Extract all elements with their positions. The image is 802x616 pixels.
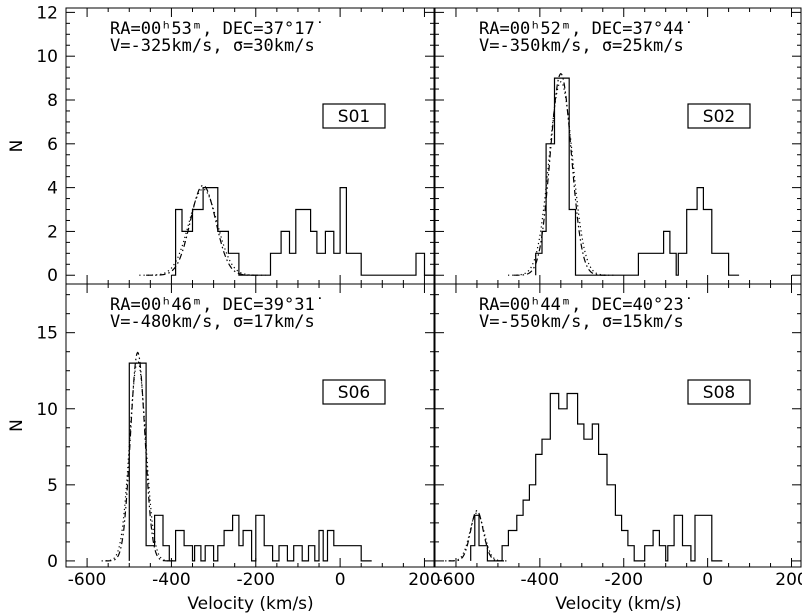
panel-s01-ytick-label: 8 — [47, 91, 58, 111]
panel-s06-xtick-label: 200 — [408, 570, 440, 590]
panel-s02-label-box — [687, 103, 751, 129]
panel-s02-label: S02 — [703, 107, 735, 127]
panel-s01-ylabel: N — [7, 140, 27, 153]
panel-s06-ytick-label: 5 — [47, 476, 58, 496]
panel-s08-annotation-line2: V=-550km/s, σ=15km/s — [479, 312, 684, 332]
panel-s08: RA=00ʰ44ᵐ, DEC=40°23˙ V=-550km/s, σ=15km… — [434, 283, 802, 614]
panel-s08-xtick-label: -200 — [604, 570, 643, 590]
panel-s01-ytick-label: 6 — [47, 135, 58, 155]
panel-s06-ytick-label: 10 — [36, 400, 58, 420]
panel-s06-xlabel: Velocity (km/s) — [187, 594, 313, 614]
panel-s01-annotation-line2: V=-325km/s, σ=30km/s — [110, 36, 315, 56]
panel-s02-fit-dotted — [508, 81, 614, 276]
panel-s01-label: S01 — [338, 107, 370, 127]
panel-s08-xtick-label: -600 — [437, 570, 476, 590]
panel-s06-annotation-line2: V=-480km/s, σ=17km/s — [110, 312, 315, 332]
panel-s08-xtick-label: 0 — [702, 570, 713, 590]
panel-s02: RA=00ʰ52ᵐ, DEC=37°44˙ V=-350km/s, σ=25km… — [434, 7, 802, 285]
panel-s06-xtick-label: -400 — [152, 570, 191, 590]
panel-s06-xtick-label: -600 — [68, 570, 107, 590]
panel-s08-fit-dashdot — [448, 510, 506, 562]
panel-s01-ytick-label: 4 — [47, 179, 58, 199]
panel-s08-xlabel: Velocity (km/s) — [555, 594, 681, 614]
panel-s01-ytick-label: 2 — [47, 222, 58, 242]
panel-s08-xtick-label: -400 — [521, 570, 560, 590]
panel-s01-histogram — [171, 187, 435, 276]
panel-s02-histogram — [535, 77, 740, 276]
panel-s01-ytick-label: 12 — [36, 3, 58, 23]
panel-s06-fit-dashdot — [105, 351, 170, 562]
panel-s08-histogram — [470, 392, 723, 562]
panel-s02-annotation-line2: V=-350km/s, σ=25km/s — [479, 36, 684, 56]
panel-s06-annotation-line1: RA=00ʰ46ᵐ, DEC=39°31˙ — [110, 295, 325, 315]
panel-s06-ytick-label: 0 — [47, 552, 58, 572]
panel-s01-fit-dashdot — [146, 184, 260, 276]
panel-s08-frame — [434, 283, 802, 568]
panel-s01-ytick-label: 0 — [47, 266, 58, 286]
panel-s01-fit-dotted — [139, 188, 266, 276]
panel-s06-ylabel: N — [7, 419, 27, 432]
panel-s06-xtick-label: -200 — [236, 570, 275, 590]
panel-s08-label-box — [687, 379, 751, 405]
panel-s06-histogram — [128, 362, 372, 562]
panel-s06-xtick-label: 0 — [335, 570, 346, 590]
panel-s02-fit-dashdot — [513, 72, 608, 276]
panel-s06-frame — [65, 283, 435, 568]
panel-s01: RA=00ʰ53ᵐ, DEC=37°17˙ V=-325km/s, σ=30km… — [7, 3, 435, 286]
panel-s02-annotation-line1: RA=00ʰ52ᵐ, DEC=37°44˙ — [479, 19, 694, 39]
panel-s08-xtick-label: 200 — [775, 570, 802, 590]
panel-s06: RA=00ʰ46ᵐ, DEC=39°31˙ V=-480km/s, σ=17km… — [7, 283, 441, 614]
panel-s08-fit-dotted — [445, 512, 509, 562]
panel-s01-ytick-label: 10 — [36, 47, 58, 67]
panel-s08-label: S08 — [703, 383, 735, 403]
panel-s06-label-box — [322, 379, 386, 405]
panel-s06-ytick-label: 15 — [36, 324, 58, 344]
panel-s01-label-box — [322, 103, 386, 129]
panel-s01-annotation-line1: RA=00ʰ53ᵐ, DEC=37°17˙ — [110, 19, 325, 39]
panel-s06-label: S06 — [338, 383, 370, 403]
panel-s08-annotation-line1: RA=00ʰ44ᵐ, DEC=40°23˙ — [479, 295, 694, 315]
